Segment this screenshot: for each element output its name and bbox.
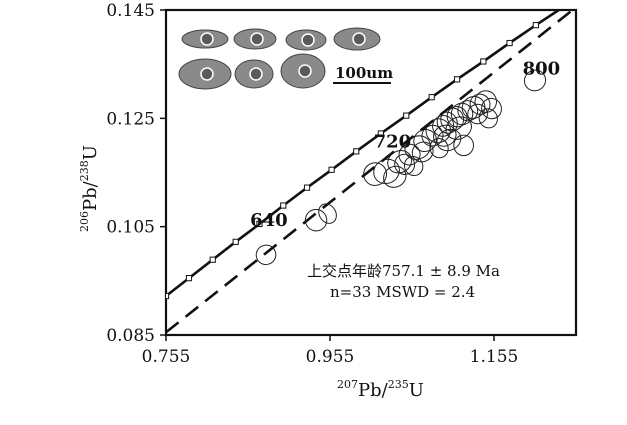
error-ellipse [411, 141, 434, 163]
error-ellipse [445, 116, 472, 140]
analysis-spot [301, 33, 315, 47]
error-ellipse [394, 153, 416, 176]
concordia-marker [185, 275, 193, 282]
intercept-age-annotation: 上交点年龄757.1 ± 8.9 Ma [307, 262, 500, 280]
x-tick-label: 0.955 [306, 347, 355, 367]
concordia-age-label: 720 [374, 132, 412, 153]
concordia-marker [480, 58, 487, 65]
concordia-age-label: 800 [523, 59, 561, 80]
error-ellipse [446, 106, 468, 128]
analysis-spot [200, 67, 214, 81]
y-tick-label: 0.105 [106, 218, 155, 238]
concordia-marker [353, 148, 360, 155]
error-ellipse [373, 158, 400, 185]
concordia-marker [428, 94, 435, 101]
concordia-marker [532, 22, 539, 29]
concordia-marker [232, 238, 239, 245]
plot-frame [164, 8, 578, 337]
error-ellipse [453, 134, 475, 157]
x-tick-label: 0.755 [142, 347, 191, 367]
concordia-marker [506, 39, 513, 47]
error-ellipse [481, 97, 502, 120]
concordia-marker [303, 184, 311, 191]
y-tick-label: 0.125 [106, 109, 155, 129]
analysis-spot [352, 32, 366, 46]
concordia-age-label: 640 [250, 210, 288, 231]
error-ellipse [478, 108, 498, 129]
y-tick-label: 0.085 [106, 326, 155, 346]
concordia-marker [256, 220, 263, 228]
x-axis-title: 207Pb/235U [337, 378, 424, 401]
error-ellipse [474, 90, 497, 113]
error-ellipse [318, 203, 337, 224]
concordia-marker [328, 166, 335, 173]
error-ellipse [523, 69, 547, 92]
data-ellipses [255, 69, 547, 266]
error-ellipse [403, 155, 424, 177]
analysis-spot [200, 32, 214, 46]
error-ellipse [304, 208, 328, 232]
discordia-line [166, 10, 575, 334]
analysis-spot [250, 32, 264, 46]
error-ellipse [436, 128, 462, 152]
concordia-marker [403, 112, 410, 119]
error-ellipse [383, 165, 407, 188]
error-ellipse [363, 162, 388, 186]
error-ellipse [255, 244, 277, 266]
n-mswd-annotation: n=33 MSWD = 2.4 [330, 283, 475, 301]
concordia-marker [280, 202, 287, 209]
y-axis-title: 206Pb/238U [78, 145, 101, 232]
concordia-marker [166, 292, 170, 300]
concordia-marker [209, 256, 216, 263]
analysis-spot [249, 67, 263, 81]
concordia-marker [454, 76, 461, 83]
zircon-inset-image: 100um [178, 27, 393, 90]
analysis-spot [298, 64, 312, 78]
error-ellipse [469, 93, 491, 115]
y-tick-label: 0.145 [106, 1, 155, 21]
error-ellipse [429, 138, 449, 159]
concordia-age-markers [166, 10, 566, 300]
concordia-marker [377, 130, 384, 137]
scale-bar-label: 100um [335, 64, 393, 82]
x-tick-label: 1.155 [470, 347, 519, 367]
